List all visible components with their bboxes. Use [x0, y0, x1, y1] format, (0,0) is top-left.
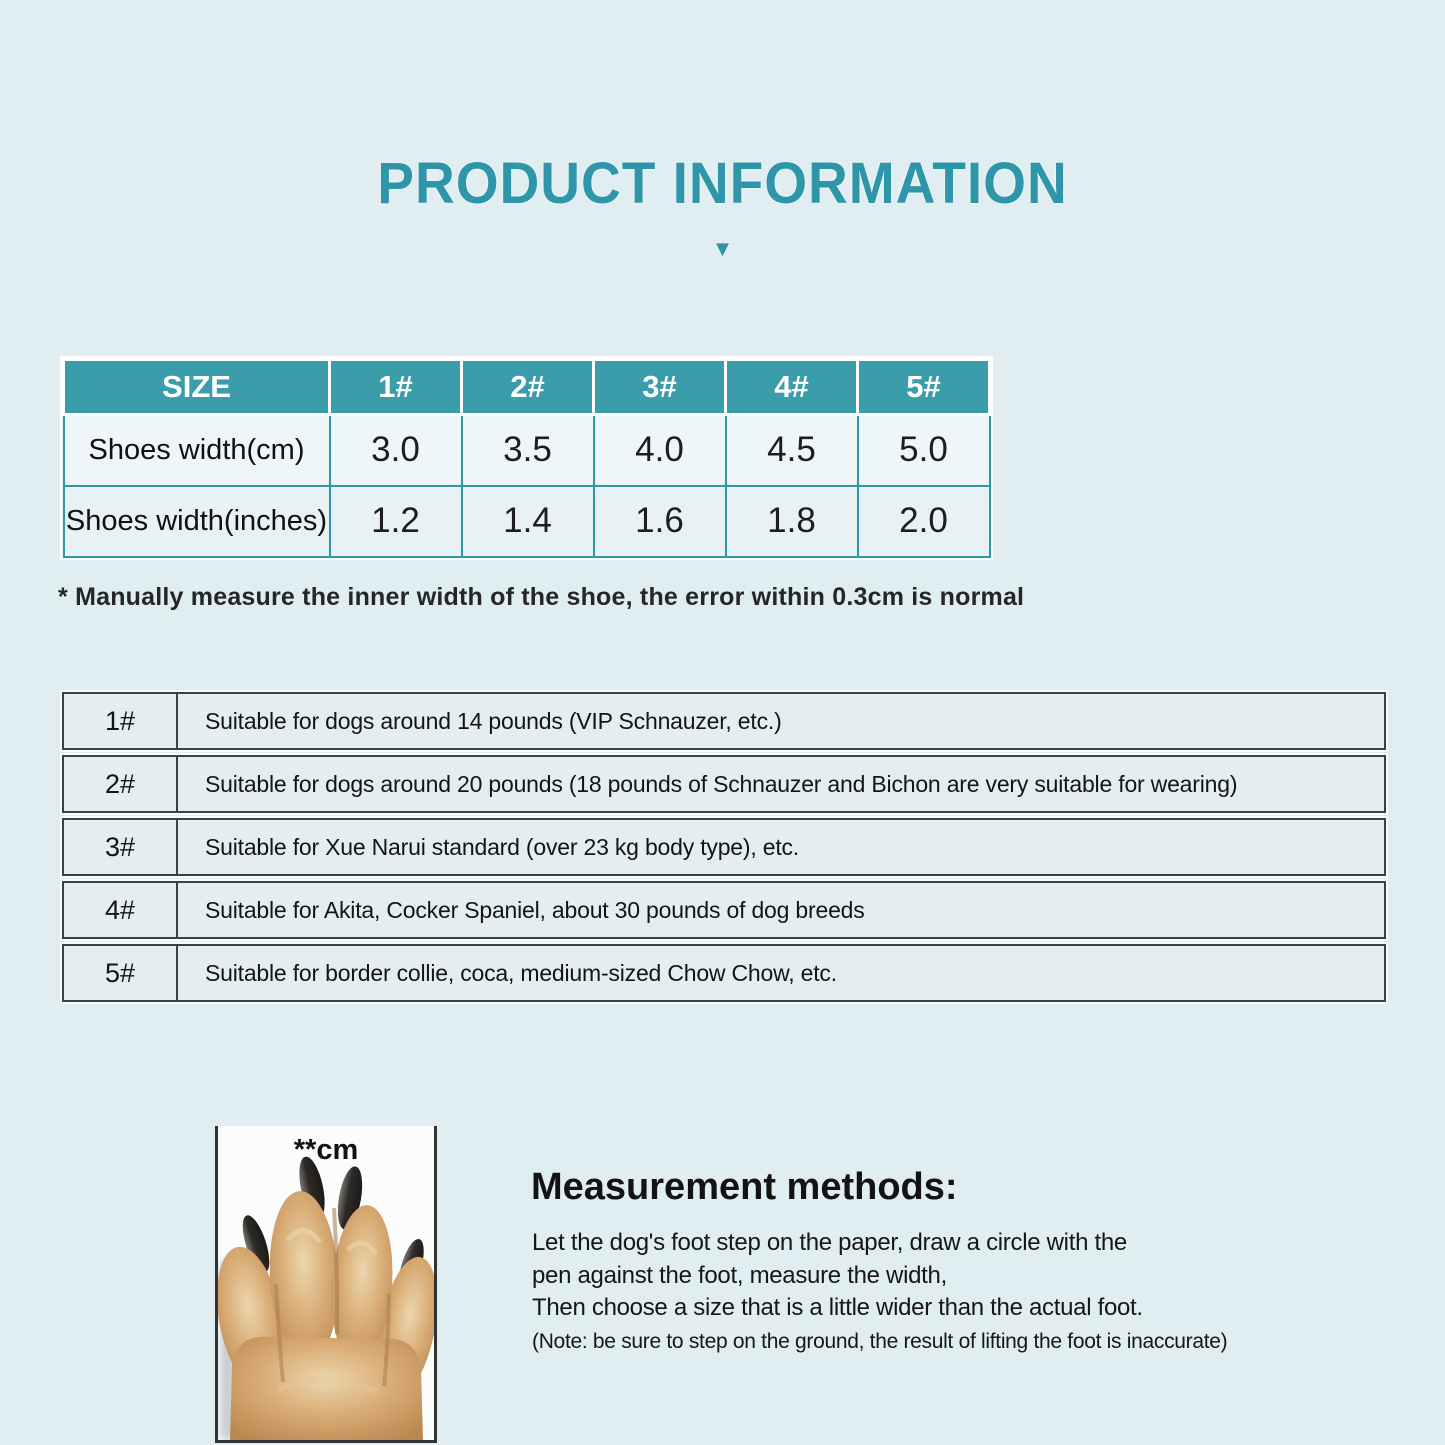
fit-table-row: 4# Suitable for Akita, Cocker Spaniel, a… [62, 881, 1386, 939]
cell-in-5: 2.0 [856, 484, 991, 558]
fit-description: Suitable for Xue Narui standard (over 23… [205, 833, 799, 860]
cell-in-4: 1.8 [724, 484, 859, 558]
size-table: SIZE 1# 2# 3# 4# 5# Shoes width(cm) 3.0 … [62, 358, 991, 558]
size-table-header-3: 3# [592, 358, 727, 416]
fit-table-row: 3# Suitable for Xue Narui standard (over… [62, 818, 1386, 876]
measurement-instructions: Let the dog's foot step on the paper, dr… [532, 1227, 1392, 1358]
cell-cm-3: 4.0 [592, 413, 727, 487]
size-table-header-size: SIZE [62, 358, 331, 416]
fit-table: 1# Suitable for dogs around 14 pounds (V… [62, 692, 1386, 1007]
cell-cm-5: 5.0 [856, 413, 991, 487]
fit-description: Suitable for dogs around 14 pounds (VIP … [205, 707, 782, 734]
cell-in-3: 1.6 [592, 484, 727, 558]
fit-description: Suitable for border collie, coca, medium… [205, 959, 837, 986]
paw-measurement-diagram: **cm [215, 1126, 437, 1443]
fit-table-row: 5# Suitable for border collie, coca, med… [62, 944, 1386, 1002]
cell-cm-1: 3.0 [328, 413, 463, 487]
dog-paw-illustration [218, 1156, 434, 1440]
cell-cm-2: 3.5 [460, 413, 595, 487]
size-table-header-4: 4# [724, 358, 859, 416]
chevron-down-icon: ▼ [711, 236, 734, 261]
fit-table-row: 1# Suitable for dogs around 14 pounds (V… [62, 692, 1386, 750]
instruction-line: Let the dog's foot step on the paper, dr… [532, 1229, 1127, 1256]
fit-size-label: 2# [64, 757, 178, 811]
fit-size-label: 1# [64, 694, 178, 748]
size-table-header-row: SIZE 1# 2# 3# 4# 5# [62, 358, 991, 416]
fit-description: Suitable for dogs around 20 pounds (18 p… [205, 770, 1238, 797]
fit-description: Suitable for Akita, Cocker Spaniel, abou… [205, 896, 865, 923]
cell-cm-4: 4.5 [724, 413, 859, 487]
measure-note: * Manually measure the inner width of th… [58, 583, 1025, 611]
row-label-cm: Shoes width(cm) [62, 413, 331, 487]
table-row-width-cm: Shoes width(cm) 3.0 3.5 4.0 4.5 5.0 [62, 413, 991, 487]
instruction-note-line: (Note: be sure to step on the ground, th… [532, 1329, 1228, 1353]
size-table-header-5: 5# [856, 358, 991, 416]
table-row-width-inches: Shoes width(inches) 1.2 1.4 1.6 1.8 2.0 [62, 484, 991, 558]
cell-in-2: 1.4 [460, 484, 595, 558]
paper-area [218, 1150, 434, 1440]
fit-size-label: 3# [64, 820, 178, 874]
fit-size-label: 5# [64, 946, 178, 1000]
instruction-line: pen against the foot, measure the width, [532, 1261, 947, 1289]
fit-table-row: 2# Suitable for dogs around 20 pounds (1… [62, 755, 1386, 813]
instruction-line: Then choose a size that is a little wide… [532, 1294, 1143, 1321]
measurement-heading: Measurement methods: [531, 1166, 958, 1208]
cell-in-1: 1.2 [328, 484, 463, 558]
page-title: PRODUCT INFORMATION [377, 151, 1068, 216]
size-table-header-1: 1# [328, 358, 463, 416]
fit-size-label: 4# [64, 883, 178, 937]
row-label-inches: Shoes width(inches) [62, 484, 331, 558]
size-table-header-2: 2# [460, 358, 595, 416]
